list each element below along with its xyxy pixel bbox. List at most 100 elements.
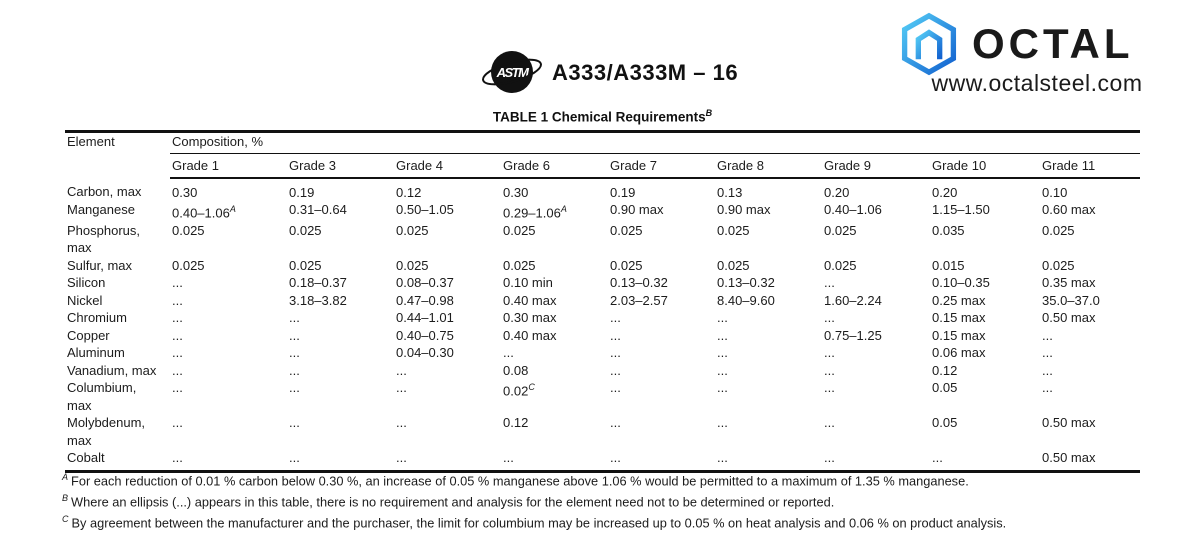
cell-superscript: A <box>560 204 567 214</box>
table-row: Molybdenum, max......... 0.12......... 0.0… <box>65 414 1140 449</box>
octal-hexagon-icon <box>901 12 957 76</box>
astm-logo-icon: ASTM <box>482 51 542 93</box>
spec-number: A333/A333M – 16 <box>552 60 739 85</box>
composition-value-cell: ... <box>610 450 621 466</box>
element-name-cell: Columbium, max <box>67 380 137 413</box>
cell-superscript: C <box>528 382 535 393</box>
composition-value-cell: ... <box>172 292 183 308</box>
composition-value-cell: 0.19 <box>610 184 636 200</box>
element-name-cell: Aluminum <box>67 345 125 361</box>
footnote: C By agreement between the manufacturer a… <box>62 513 1007 530</box>
composition-value-cell: 0.025 <box>1042 257 1075 273</box>
composition-value-cell: ... <box>289 327 300 343</box>
composition-value-cell: ... <box>289 362 300 378</box>
composition-value-cell: ... <box>717 362 728 378</box>
composition-value-cell: 0.20 <box>824 184 850 200</box>
footnote: A For each reduction of 0.01 % carbon bel… <box>62 472 969 489</box>
composition-value-cell: ... <box>610 380 621 396</box>
table-title-text: TABLE 1 Chemical Requirements <box>492 109 706 125</box>
column-header-grade: Grade 7 <box>608 153 715 179</box>
column-header-composition: Composition, % <box>170 131 1141 154</box>
composition-value-cell: 0.05 <box>932 380 958 396</box>
composition-value-cell: 0.30 max <box>503 310 557 326</box>
composition-value-cell: 0.20 <box>932 184 958 200</box>
composition-value-cell: 0.13 <box>717 184 743 200</box>
table-row: Cobalt........................ 0.50 max <box>65 449 1140 471</box>
element-name-cell: Silicon <box>67 275 106 291</box>
composition-value-cell: 0.025 <box>396 257 429 273</box>
composition-value-cell: 1.60–2.24 <box>824 292 882 308</box>
cell-superscript: A <box>229 204 236 214</box>
composition-value-cell: 0.44–1.01 <box>396 310 454 326</box>
composition-value-cell: ... <box>503 345 514 361</box>
composition-value-cell: ... <box>610 327 621 343</box>
composition-value-cell: ... <box>610 362 621 378</box>
composition-value-cell: 1.15–1.50 <box>932 202 990 217</box>
composition-value-cell: 0.02C <box>503 382 535 399</box>
astm-logo-text: ASTM <box>496 65 531 80</box>
column-header-grade: Grade 11 <box>1040 153 1141 179</box>
composition-value-cell: 0.025 <box>289 257 322 273</box>
composition-value-cell: ... <box>717 310 728 326</box>
composition-value-cell: 0.025 <box>503 257 536 273</box>
composition-value-cell: 0.40 max <box>503 327 557 343</box>
column-header-element: Element <box>67 134 115 149</box>
composition-value-cell: ... <box>610 345 621 361</box>
composition-value-cell: 0.025 <box>824 222 857 238</box>
composition-value-cell: 0.08–0.37 <box>396 275 454 291</box>
composition-value-cell: ... <box>396 450 407 466</box>
composition-value-cell: 0.15 max <box>932 310 986 326</box>
composition-value-cell: ... <box>824 362 835 378</box>
composition-value-cell: ... <box>1042 345 1053 361</box>
composition-value-cell: 0.30 <box>503 184 529 200</box>
composition-value-cell: 0.06 max <box>932 345 986 361</box>
column-header-grade: Grade 6 <box>501 153 608 179</box>
element-name-cell: Molybdenum, max <box>67 415 146 448</box>
composition-value-cell: 0.50 max <box>1042 450 1096 466</box>
composition-value-cell: ... <box>172 310 183 326</box>
composition-value-cell: 0.15 max <box>932 327 986 343</box>
composition-value-cell: ... <box>1042 327 1053 343</box>
chemical-requirements-table: Element Composition, % Grade 1 Grade 3 Gra… <box>65 130 1141 473</box>
composition-value-cell: 0.60 max <box>1042 202 1096 217</box>
composition-value-cell: 0.30 <box>172 184 198 200</box>
composition-value-cell: 0.19 <box>289 184 315 200</box>
column-header-grade: Grade 3 <box>287 153 394 179</box>
composition-value-cell: ... <box>172 450 183 466</box>
table-row: Sulfur, max 0.025 0.025 0.025 0.025 0.025 0.02… <box>65 257 1140 275</box>
composition-value-cell: 0.90 max <box>610 202 664 217</box>
composition-value-cell: ... <box>824 345 835 361</box>
composition-value-cell: 0.40 max <box>503 292 557 308</box>
table-row: Silicon... 0.18–0.37 0.08–0.37 0.10 min 0.13… <box>65 274 1140 292</box>
composition-value-cell: 2.03–2.57 <box>610 292 668 308</box>
element-name-cell: Chromium <box>67 310 127 326</box>
column-header-grade: Grade 9 <box>822 153 930 179</box>
composition-value-cell: ... <box>289 310 300 326</box>
composition-value-cell: ... <box>717 415 728 431</box>
composition-value-cell: 0.35 max <box>1042 275 1096 291</box>
composition-value-cell: ... <box>824 380 835 396</box>
brand-logo: OCTAL www.octalsteel.com <box>892 12 1182 97</box>
composition-value-cell: ... <box>610 310 621 326</box>
composition-value-cell: 0.18–0.37 <box>289 275 347 291</box>
composition-value-cell: 35.0–37.0 <box>1042 292 1100 308</box>
composition-value-cell: ... <box>1042 362 1053 378</box>
composition-value-cell: 3.18–3.82 <box>289 292 347 308</box>
composition-value-cell: 0.025 <box>610 257 643 273</box>
composition-value-cell: 0.12 <box>503 415 529 431</box>
column-header-grade: Grade 1 <box>170 153 287 179</box>
composition-value-cell: 0.025 <box>610 222 643 238</box>
composition-value-cell: ... <box>932 450 943 466</box>
composition-value-cell: 8.40–9.60 <box>717 292 775 308</box>
element-name-cell: Sulfur, max <box>67 257 133 273</box>
composition-value-cell: ... <box>172 275 183 291</box>
column-header-grade: Grade 4 <box>394 153 501 179</box>
footnote-letter: C <box>62 513 69 524</box>
column-header-grade: Grade 8 <box>715 153 822 179</box>
composition-value-cell: 0.40–1.06A <box>172 204 236 221</box>
composition-value-cell: ... <box>824 310 835 326</box>
composition-value-cell: 0.12 <box>932 362 958 378</box>
footnote-letter: B <box>62 492 69 503</box>
composition-value-cell: ... <box>503 450 514 466</box>
composition-value-cell: 0.40–0.75 <box>396 327 454 343</box>
